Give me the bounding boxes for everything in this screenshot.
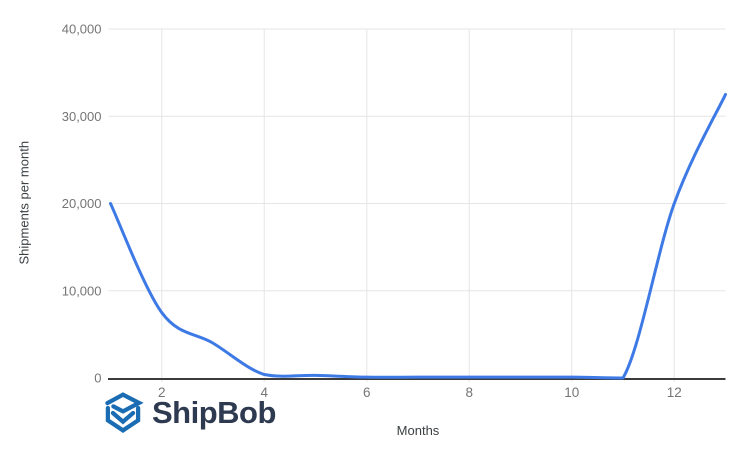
y-tick-label: 10,000: [62, 283, 102, 298]
shipbob-logo: ShipBob: [101, 389, 276, 437]
x-tick-label: 12: [667, 385, 682, 400]
x-tick-label: 8: [465, 385, 473, 400]
x-tick-label: 2: [158, 385, 166, 400]
x-tick-label: 4: [260, 385, 268, 400]
shipbob-cube-icon: [101, 391, 145, 435]
y-tick-label: 0: [94, 371, 101, 386]
shipbob-wordmark: ShipBob: [152, 395, 276, 430]
y-axis-title: Shipments per month: [16, 140, 32, 265]
x-axis-title: Months: [396, 423, 440, 438]
y-tick-label: 20,000: [62, 196, 102, 211]
y-tick-label: 30,000: [62, 109, 102, 124]
shipments-line-series: [109, 92, 727, 380]
y-tick-label: 40,000: [62, 22, 102, 37]
x-tick-label: 6: [363, 385, 371, 400]
x-tick-label: 10: [564, 385, 579, 400]
